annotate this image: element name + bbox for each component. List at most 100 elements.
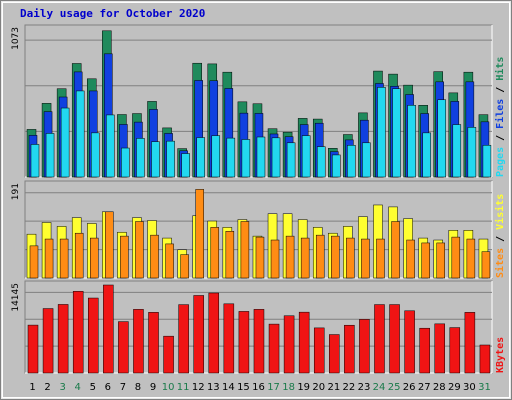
bar-pages bbox=[422, 132, 431, 178]
x-tick-label: 24 bbox=[373, 382, 386, 393]
bar-sites bbox=[421, 242, 430, 279]
bar-sites bbox=[285, 235, 295, 279]
bar-sites bbox=[240, 221, 250, 279]
x-tick-label: 20 bbox=[312, 382, 325, 393]
y-max-label: 191 bbox=[11, 183, 21, 200]
bar-kbytes bbox=[27, 324, 39, 374]
bar-kbytes bbox=[313, 327, 325, 374]
bar-kbytes bbox=[103, 284, 114, 374]
bar-kbytes bbox=[298, 311, 310, 374]
x-tick-label: 1 bbox=[29, 382, 35, 393]
chart-title: Daily usage for October 2020 bbox=[20, 7, 205, 20]
bar-sites bbox=[451, 236, 461, 279]
x-tick-label: 22 bbox=[343, 382, 356, 393]
bar-sites bbox=[346, 237, 355, 279]
panel-sites-visits: 191 Sites / Visits bbox=[11, 180, 506, 279]
bar-pages bbox=[91, 132, 100, 178]
legend-files: Files bbox=[494, 99, 506, 129]
bar-sites bbox=[59, 238, 69, 279]
bar-pages bbox=[392, 88, 401, 178]
legend-separator: / bbox=[495, 81, 506, 99]
x-tick-label: 29 bbox=[448, 382, 461, 393]
bar-pages bbox=[256, 136, 266, 178]
x-tick-label: 15 bbox=[237, 382, 250, 393]
bar-pages bbox=[30, 144, 40, 178]
bar-pages bbox=[407, 105, 416, 178]
bar-pages bbox=[332, 154, 341, 178]
bar-kbytes bbox=[389, 304, 400, 374]
bar-sites bbox=[29, 245, 39, 279]
bar-sites bbox=[270, 239, 280, 279]
bar-kbytes bbox=[163, 335, 174, 374]
bar-pages bbox=[452, 124, 462, 178]
x-tick-label: 4 bbox=[75, 382, 81, 393]
legend-separator: / bbox=[495, 129, 506, 147]
bar-pages bbox=[211, 135, 221, 178]
bar-sites bbox=[105, 211, 114, 279]
bar-sites bbox=[90, 237, 99, 279]
bar-kbytes bbox=[208, 292, 220, 374]
bar-kbytes bbox=[57, 304, 69, 374]
x-tick-label: 10 bbox=[162, 382, 175, 393]
bar-kbytes bbox=[434, 323, 445, 374]
bar-pages bbox=[301, 135, 311, 178]
bar-kbytes bbox=[283, 315, 295, 374]
bar-pages bbox=[316, 146, 326, 178]
bar-pages bbox=[151, 141, 160, 178]
bar-sites bbox=[120, 235, 129, 279]
bar-pages bbox=[45, 133, 55, 178]
bar-kbytes bbox=[344, 324, 355, 374]
x-tick-label: 2 bbox=[44, 382, 50, 393]
bar-pages bbox=[347, 145, 356, 178]
x-tick-label: 21 bbox=[327, 382, 340, 393]
x-tick-label: 18 bbox=[282, 382, 295, 393]
bar-kbytes bbox=[178, 304, 189, 374]
y-max-label: 1073 bbox=[11, 27, 21, 50]
x-tick-label: 26 bbox=[403, 382, 416, 393]
bar-sites bbox=[406, 239, 415, 279]
bar-pages bbox=[196, 137, 205, 178]
y-max-label: 14145 bbox=[11, 283, 21, 312]
bar-kbytes bbox=[193, 295, 204, 374]
bar-sites bbox=[481, 251, 491, 279]
bar-sites bbox=[44, 238, 54, 279]
bar-pages bbox=[166, 140, 175, 178]
bar-kbytes bbox=[404, 310, 415, 374]
legend-pages: Pages bbox=[495, 147, 506, 177]
bar-sites bbox=[195, 189, 204, 279]
bar-pages bbox=[181, 153, 190, 178]
bar-sites bbox=[436, 242, 445, 279]
bar-sites bbox=[331, 235, 340, 279]
legend-visits: Visits bbox=[494, 194, 506, 230]
bar-sites bbox=[225, 231, 235, 279]
bar-sites bbox=[391, 221, 400, 279]
bar-pages bbox=[271, 137, 281, 178]
bar-pages bbox=[286, 142, 296, 178]
bar-kbytes bbox=[118, 321, 129, 374]
x-tick-label: 14 bbox=[222, 382, 235, 393]
legend-kbytes: KBytes bbox=[495, 337, 506, 373]
x-tick-label: 6 bbox=[105, 382, 111, 393]
bar-pages bbox=[362, 142, 371, 178]
x-tick-label: 19 bbox=[297, 382, 310, 393]
bar-kbytes bbox=[223, 303, 235, 374]
bar-kbytes bbox=[148, 312, 159, 374]
x-tick-label: 28 bbox=[433, 382, 446, 393]
bar-sites bbox=[135, 221, 144, 279]
x-tick-label: 8 bbox=[135, 382, 141, 393]
bar-pages bbox=[241, 139, 251, 178]
bar-kbytes bbox=[374, 304, 385, 374]
legend-separator: / bbox=[495, 230, 506, 248]
side-legend: KBytes bbox=[495, 337, 506, 373]
x-tick-label: 27 bbox=[418, 382, 431, 393]
bar-kbytes bbox=[253, 309, 265, 374]
bar-pages bbox=[136, 138, 145, 178]
bar-sites bbox=[315, 234, 325, 279]
panel-pages-files-hits: 1073 Pages / Files / Hits bbox=[11, 24, 506, 178]
legend-hits: Hits bbox=[494, 57, 506, 81]
side-legend: Sites / Visits bbox=[494, 194, 506, 278]
bar-kbytes bbox=[42, 308, 54, 374]
bar-pages bbox=[121, 147, 130, 178]
x-tick-label: 3 bbox=[59, 382, 65, 393]
x-axis-labels: 1 2 3 4 5 6 7 8 9 10 11 12 13 14 15 16 17 18 19 20 21 22 23 24 2… bbox=[29, 382, 490, 393]
